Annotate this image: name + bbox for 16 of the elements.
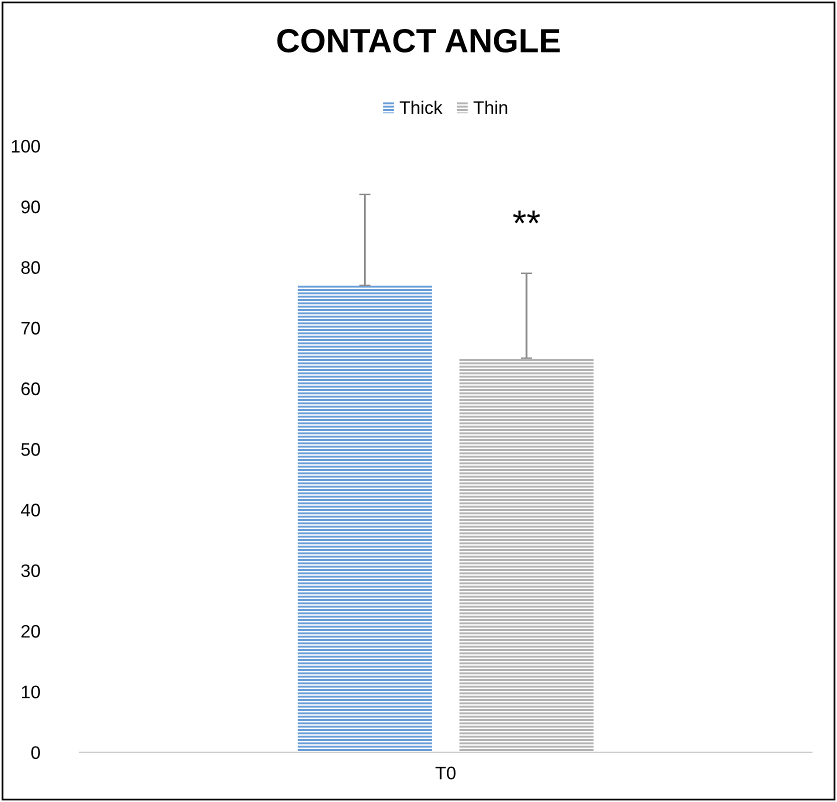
y-tick-label: 0: [31, 746, 40, 759]
y-tick-label: 10: [22, 686, 40, 698]
y-tick-label: 60: [21, 382, 40, 396]
y-tick-label: 100: [12, 140, 40, 153]
y-tick-label: 80: [21, 261, 40, 274]
y-tick-label: 50: [21, 443, 40, 456]
x-tick-label: T0: [436, 766, 456, 780]
annotation: **: [513, 210, 540, 224]
y-tick-label: 20: [21, 624, 40, 638]
legend-label: Thick: [400, 100, 443, 114]
y-tick-label: 90: [21, 200, 40, 214]
chart-title: CONTACT ANGLE: [277, 28, 560, 53]
y-tick-label: 40: [20, 504, 40, 516]
legend-label: Thin: [474, 100, 508, 114]
y-tick-label: 70: [21, 322, 40, 335]
y-tick-label: 30: [21, 564, 40, 578]
